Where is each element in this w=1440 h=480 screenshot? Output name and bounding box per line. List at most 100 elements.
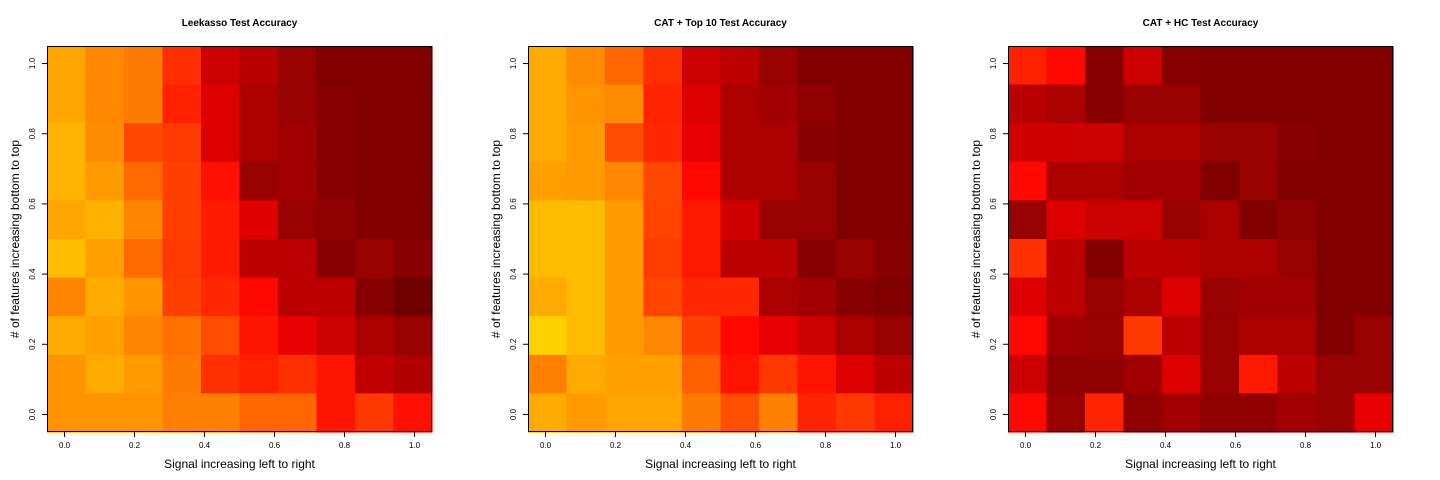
heatmap-cell bbox=[162, 354, 202, 394]
heatmap-cell bbox=[1008, 161, 1048, 201]
heatmap-cell bbox=[874, 84, 914, 124]
heatmap-cell bbox=[85, 200, 125, 240]
heatmap-cell bbox=[874, 200, 914, 240]
heatmap-cell bbox=[836, 84, 876, 124]
heatmap-cell bbox=[278, 277, 318, 317]
heatmap-cell bbox=[1046, 200, 1086, 240]
heatmap-cell bbox=[720, 316, 760, 356]
heatmap-cell bbox=[1277, 46, 1317, 86]
heatmap-cell bbox=[239, 123, 279, 163]
heatmap-cell bbox=[85, 239, 125, 279]
heatmap-cell bbox=[528, 239, 568, 279]
heatmap-cell bbox=[1239, 316, 1279, 356]
heatmap-cell bbox=[1316, 316, 1356, 356]
heatmap-cell bbox=[47, 393, 87, 433]
x-tick-label: 1.0 bbox=[1370, 441, 1382, 450]
heatmap-cell bbox=[836, 393, 876, 433]
heatmap-cell bbox=[528, 123, 568, 163]
heatmap-cell bbox=[682, 200, 722, 240]
heatmap-cell bbox=[124, 46, 164, 86]
heatmap-cell bbox=[355, 316, 395, 356]
heatmap-cell bbox=[759, 84, 799, 124]
x-axis: 0.0 0.2 0.4 0.6 0.8 1.0 bbox=[59, 432, 421, 450]
heatmap-cell bbox=[759, 239, 799, 279]
x-tick-label: 0.2 bbox=[1090, 441, 1102, 450]
heatmap-cell bbox=[1162, 277, 1202, 317]
heatmap-cell bbox=[605, 84, 645, 124]
heatmap-cell bbox=[85, 316, 125, 356]
x-axis: 0.0 0.2 0.4 0.6 0.8 1.0 bbox=[540, 432, 902, 450]
heatmap-cell bbox=[201, 316, 241, 356]
heatmap-cell bbox=[1354, 84, 1394, 124]
heatmap-cell bbox=[836, 316, 876, 356]
heatmap-cell bbox=[124, 84, 164, 124]
heatmap-cell bbox=[682, 277, 722, 317]
heatmap-cell bbox=[643, 200, 683, 240]
heatmap-cell bbox=[393, 239, 433, 279]
heatmap-panel-cat-hc: CAT + HC Test Accuracy Signal increasing… bbox=[969, 18, 1394, 471]
heatmap-cell bbox=[1162, 46, 1202, 86]
heatmap-cell bbox=[1277, 277, 1317, 317]
x-tick-label: 0.6 bbox=[269, 441, 281, 450]
y-tick-label: 0.2 bbox=[28, 338, 37, 350]
heatmap-cell bbox=[643, 277, 683, 317]
heatmap-cell bbox=[605, 393, 645, 433]
heatmap-cell bbox=[355, 277, 395, 317]
heatmap-cell bbox=[682, 123, 722, 163]
heatmap-cell bbox=[1085, 84, 1125, 124]
heatmap-cell bbox=[278, 393, 318, 433]
heatmap-cell bbox=[1316, 123, 1356, 163]
x-tick-label: 0.4 bbox=[199, 441, 211, 450]
heatmap-cell bbox=[1354, 46, 1394, 86]
heatmap-cell bbox=[1123, 277, 1163, 317]
heatmap-cell bbox=[162, 123, 202, 163]
heatmap-cell bbox=[355, 46, 395, 86]
heatmap-cell bbox=[124, 393, 164, 433]
heatmap-cell bbox=[239, 84, 279, 124]
heatmap-cell bbox=[643, 393, 683, 433]
heatmap-cell bbox=[605, 239, 645, 279]
chart-title: Leekasso Test Accuracy bbox=[182, 18, 298, 29]
heatmap-cell bbox=[566, 277, 606, 317]
heatmap-cell bbox=[47, 46, 87, 86]
heatmap-cell bbox=[85, 46, 125, 86]
heatmap-cell bbox=[1277, 84, 1317, 124]
heatmap-cell bbox=[643, 316, 683, 356]
heatmap-cell bbox=[1277, 393, 1317, 433]
heatmap-cell bbox=[201, 239, 241, 279]
heatmap-cell bbox=[1046, 123, 1086, 163]
y-tick-label: 0.6 bbox=[989, 198, 998, 210]
heatmap-cell bbox=[47, 354, 87, 394]
heatmap-cell bbox=[1046, 393, 1086, 433]
heatmap-cell bbox=[1008, 354, 1048, 394]
heatmap-cell bbox=[316, 316, 356, 356]
heatmap-cell bbox=[874, 277, 914, 317]
heatmap-cell bbox=[278, 316, 318, 356]
heatmap-cell bbox=[797, 277, 837, 317]
heatmap-cell bbox=[1316, 354, 1356, 394]
heatmap-cell bbox=[1239, 161, 1279, 201]
heatmap-cell bbox=[1123, 84, 1163, 124]
heatmap-cell bbox=[797, 200, 837, 240]
y-tick-label: 0.4 bbox=[28, 268, 37, 280]
heatmap-cell bbox=[605, 200, 645, 240]
heatmap-cell bbox=[643, 46, 683, 86]
heatmap-cell bbox=[1200, 277, 1240, 317]
y-tick-label: 0.0 bbox=[509, 408, 518, 420]
heatmap-cell bbox=[1239, 46, 1279, 86]
heatmap-cell bbox=[1046, 354, 1086, 394]
heatmap-cells bbox=[1008, 46, 1394, 433]
heatmap-cell bbox=[1200, 123, 1240, 163]
heatmap-cell bbox=[1123, 200, 1163, 240]
heatmap-cell bbox=[682, 46, 722, 86]
y-tick-label: 1.0 bbox=[509, 57, 518, 69]
heatmap-cell bbox=[1123, 161, 1163, 201]
x-tick-label: 0.2 bbox=[129, 441, 141, 450]
heatmap-cell bbox=[643, 354, 683, 394]
heatmap-cell bbox=[1046, 239, 1086, 279]
heatmap-cell bbox=[797, 46, 837, 86]
heatmap-cell bbox=[797, 84, 837, 124]
heatmap-cell bbox=[759, 277, 799, 317]
heatmap-cell bbox=[874, 393, 914, 433]
heatmap-cell bbox=[682, 316, 722, 356]
